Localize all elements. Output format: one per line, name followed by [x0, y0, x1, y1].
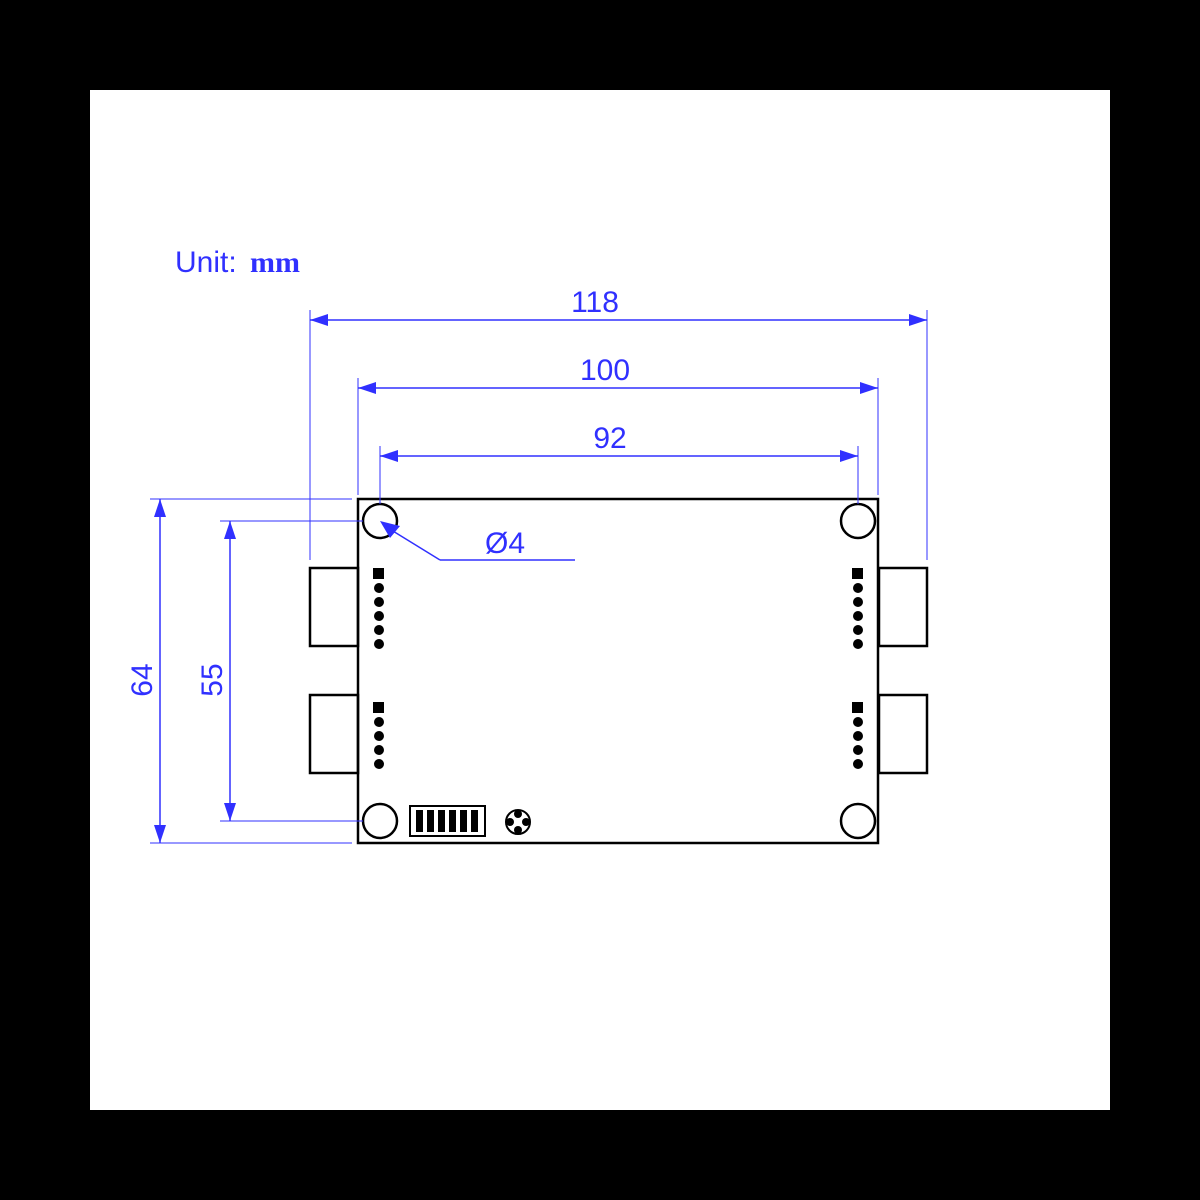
drawing-svg: Unit: mm — [90, 90, 1110, 1110]
svg-text:Ø4: Ø4 — [485, 527, 525, 560]
conn-right-bot — [879, 695, 927, 773]
svg-text:100: 100 — [580, 354, 630, 387]
pins-right-bot — [852, 702, 863, 769]
conn-right-top — [879, 568, 927, 646]
unit-label: Unit: — [175, 246, 237, 279]
svg-text:118: 118 — [571, 286, 619, 319]
dim-64: 64 — [126, 499, 352, 843]
dim-55: 55 — [196, 521, 363, 821]
svg-text:92: 92 — [593, 422, 626, 455]
small-component — [506, 810, 530, 834]
dim-hole-dia: Ø4 — [380, 521, 575, 560]
pins-right-top — [852, 568, 863, 649]
svg-text:55: 55 — [196, 663, 229, 696]
pcb-outline — [358, 499, 878, 843]
conn-left-top — [310, 568, 358, 646]
unit-value: mm — [250, 246, 300, 279]
page: Unit: mm — [90, 90, 1110, 1110]
dip-switch — [410, 806, 485, 836]
dim-92: 92 — [380, 422, 858, 504]
pins-left-top — [373, 568, 384, 649]
svg-text:64: 64 — [126, 663, 159, 696]
hole-br — [841, 804, 875, 838]
conn-left-bot — [310, 695, 358, 773]
hole-tr — [841, 504, 875, 538]
hole-bl — [363, 804, 397, 838]
pins-left-bot — [373, 702, 384, 769]
